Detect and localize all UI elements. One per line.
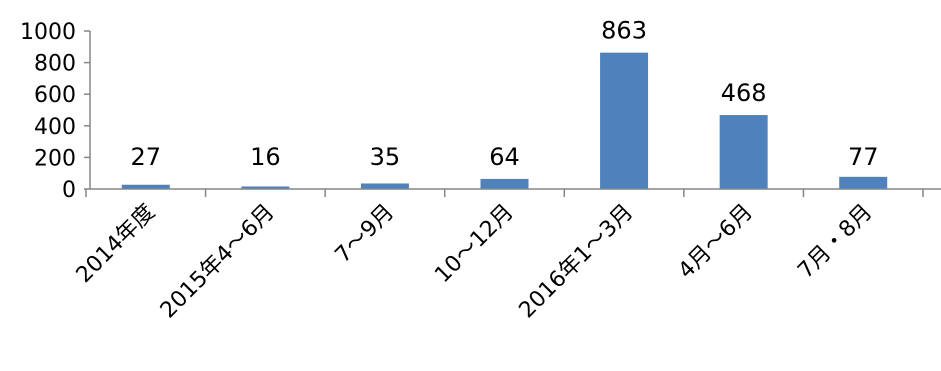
y-tick-label: 600 [34, 83, 76, 108]
x-axis [85, 188, 941, 197]
bar [121, 184, 170, 189]
x-category-label: 7月・8月 [793, 200, 877, 284]
y-tick-label: 400 [34, 115, 76, 140]
y-tick-label: 1000 [20, 20, 76, 45]
bar [839, 176, 888, 189]
data-label: 35 [370, 143, 401, 171]
x-category-label: 2016年1～3月 [515, 200, 639, 324]
data-label: 64 [489, 143, 520, 171]
y-tick-label: 800 [34, 52, 76, 77]
y-axis-ticks: 0 200 400 600 800 1000 [20, 20, 91, 203]
bar [719, 115, 768, 189]
y-tick-label: 200 [34, 146, 76, 171]
bar [600, 52, 649, 190]
bar [241, 186, 290, 189]
data-label: 16 [250, 143, 281, 171]
y-tick-label: 0 [62, 178, 76, 203]
x-category-label: 2014年度 [72, 200, 160, 288]
data-label: 77 [848, 143, 879, 171]
bar [480, 178, 529, 189]
data-label: 27 [131, 143, 162, 171]
data-labels: 27 16 35 64 863 468 77 [131, 17, 879, 171]
x-category-label: 7～9月 [331, 200, 400, 269]
data-label: 468 [721, 79, 767, 107]
x-category-label: 2015年4～6月 [156, 200, 280, 324]
data-label: 863 [601, 17, 647, 45]
x-category-label: 4月～6月 [674, 200, 758, 284]
bar [360, 183, 409, 189]
bars [121, 52, 888, 190]
x-category-label: 10～12月 [430, 200, 518, 288]
